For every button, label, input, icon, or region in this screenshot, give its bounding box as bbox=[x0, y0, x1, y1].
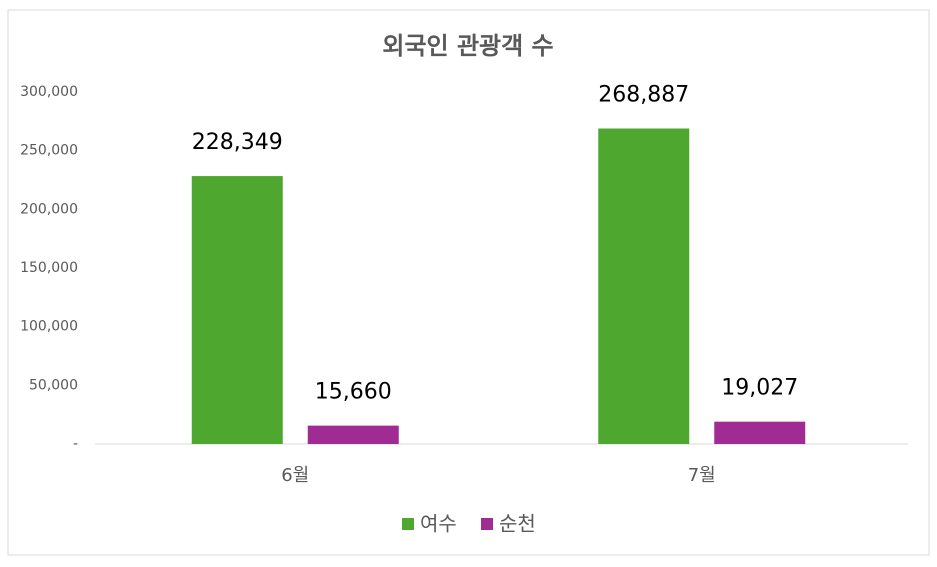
y-tick-label: 200,000 bbox=[20, 201, 78, 217]
value-label: 228,349 bbox=[192, 130, 283, 155]
y-tick-label: 300,000 bbox=[20, 84, 78, 100]
value-label: 268,887 bbox=[598, 83, 689, 108]
legend-swatch bbox=[481, 518, 493, 530]
x-tick-label: 7월 bbox=[688, 465, 716, 486]
y-tick-label: 50,000 bbox=[29, 377, 78, 393]
chart-frame bbox=[7, 9, 930, 556]
value-label: 15,660 bbox=[315, 380, 392, 405]
bar bbox=[598, 128, 690, 444]
legend-swatch bbox=[402, 518, 414, 530]
y-tick-label: 100,000 bbox=[20, 319, 78, 335]
bar bbox=[191, 176, 283, 445]
legend-label: 순천 bbox=[499, 512, 536, 536]
y-tick-label: 250,000 bbox=[20, 143, 78, 159]
chart-title: 외국인 관광객 수 bbox=[382, 32, 553, 60]
y-tick-label: 150,000 bbox=[20, 260, 78, 276]
value-label: 19,027 bbox=[721, 376, 798, 401]
x-tick-label: 6월 bbox=[281, 465, 309, 486]
bar bbox=[714, 421, 806, 444]
y-tick-label: - bbox=[73, 436, 78, 452]
bar bbox=[307, 425, 399, 444]
legend-label: 여수 bbox=[420, 512, 457, 536]
